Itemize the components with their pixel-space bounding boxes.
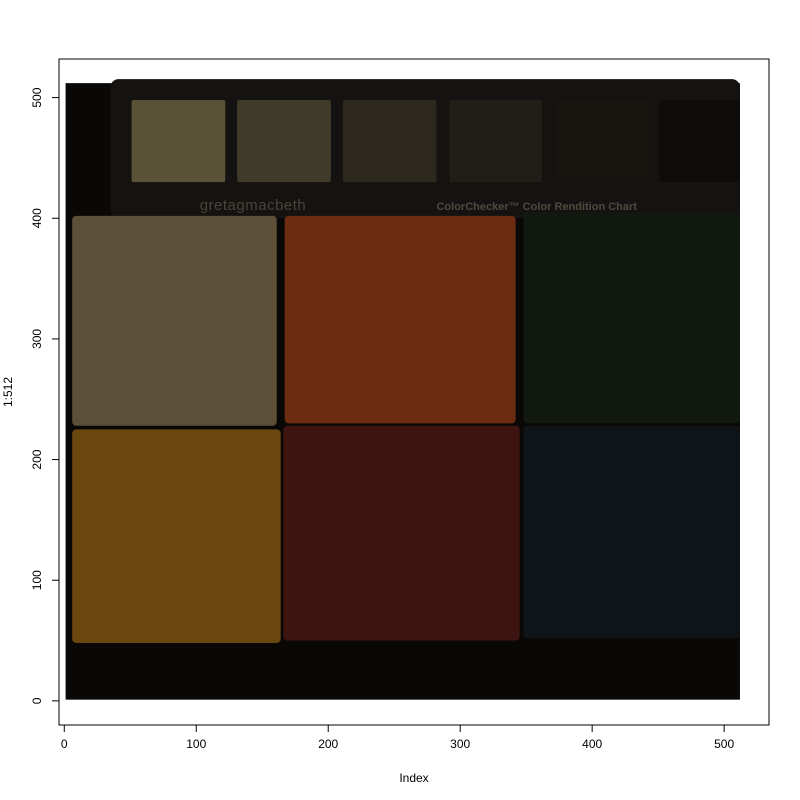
large-patch-5 bbox=[283, 425, 520, 641]
card-title-label: ColorChecker™ Color Rendition Chart bbox=[436, 201, 637, 213]
x-tick-label-500: 500 bbox=[714, 737, 734, 751]
image-layer: gretagmacbeth ColorChecker™ Color Renditi… bbox=[65, 79, 740, 700]
x-tick-label-200: 200 bbox=[318, 737, 338, 751]
large-patch-3 bbox=[523, 212, 740, 424]
x-axis: 0 100 200 300 400 500 bbox=[61, 724, 734, 751]
top-swatch-2 bbox=[237, 100, 331, 183]
y-tick-label-500: 500 bbox=[30, 87, 44, 107]
y-axis: 0 100 200 300 400 500 bbox=[30, 87, 60, 704]
y-tick-label-300: 300 bbox=[30, 329, 44, 349]
y-tick-label-0: 0 bbox=[30, 697, 44, 704]
large-patch-2 bbox=[284, 215, 516, 424]
y-tick-label-400: 400 bbox=[30, 208, 44, 228]
x-tick-label-0: 0 bbox=[61, 737, 68, 751]
large-patch-1 bbox=[72, 215, 277, 426]
x-tick-label-300: 300 bbox=[450, 737, 470, 751]
large-patch-6 bbox=[523, 425, 740, 639]
top-swatch-5 bbox=[553, 100, 648, 183]
y-tick-label-100: 100 bbox=[30, 570, 44, 590]
top-swatch-4 bbox=[449, 100, 543, 183]
top-swatch-3 bbox=[342, 100, 437, 183]
large-patch-4 bbox=[72, 429, 281, 643]
y-axis-label: 1:512 bbox=[1, 377, 15, 407]
top-swatch-1 bbox=[131, 100, 226, 183]
card-brand-label: gretagmacbeth bbox=[200, 197, 307, 214]
y-tick-label-200: 200 bbox=[30, 449, 44, 469]
top-swatch-6 bbox=[659, 100, 740, 183]
x-tick-label-100: 100 bbox=[186, 737, 206, 751]
x-axis-label: Index bbox=[399, 771, 428, 785]
x-tick-label-400: 400 bbox=[582, 737, 602, 751]
